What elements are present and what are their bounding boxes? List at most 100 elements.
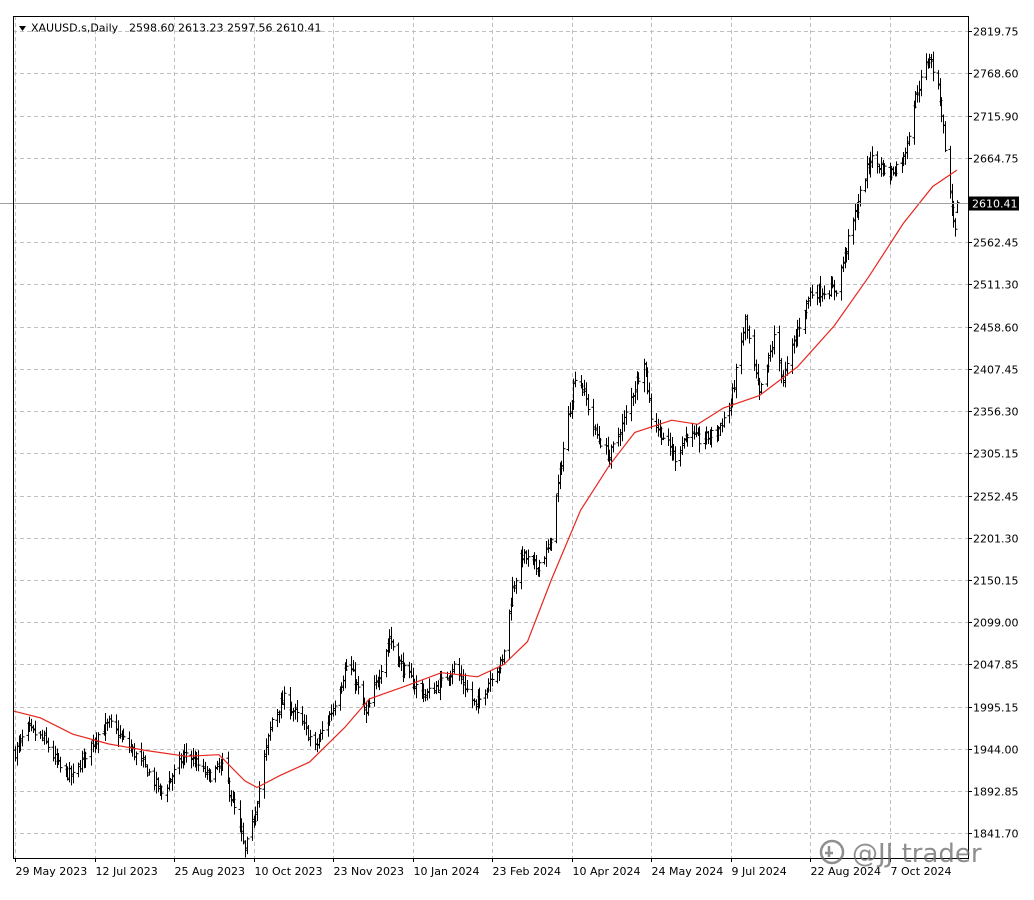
ohlc-bar: [83, 751, 88, 768]
y-tick-label-0: 2819.75: [973, 26, 1019, 39]
ohlc-bar: [245, 836, 250, 855]
zhihu-logo-icon: [819, 839, 845, 865]
ohlc-bar: [96, 732, 101, 754]
ohlc-bar: [514, 577, 519, 594]
ohlc-bar: [391, 639, 396, 651]
ohlc-bar: [308, 729, 313, 747]
y-tick-label-10: 2305.15: [973, 448, 1019, 461]
ohlc-bar: [452, 660, 457, 674]
ohlc-bar: [624, 405, 629, 425]
plot-frame: [13, 16, 969, 859]
ohlc-bar: [282, 686, 287, 710]
ohlc-bar: [344, 658, 349, 671]
x-tick-label-6: 23 Feb 2024: [493, 865, 561, 878]
ohlc-bar: [785, 356, 790, 376]
ohlc-bar: [797, 317, 802, 337]
y-tick-label-7: 2458.60: [973, 322, 1019, 335]
y-tick-label-11: 2252.45: [973, 491, 1019, 504]
x-tick-label-1: 12 Jul 2023: [96, 865, 158, 878]
ohlc-bar: [502, 649, 507, 665]
y-tick-label-6: 2511.30: [973, 279, 1019, 292]
ohlc-bar: [356, 675, 361, 695]
ohlc-bar: [919, 69, 924, 97]
y-tick-label-19: 1841.70: [973, 828, 1019, 841]
ohlc-bar: [427, 678, 432, 699]
triangle-down-icon[interactable]: [19, 26, 26, 31]
ohlc-bar: [549, 537, 554, 551]
ohlc-bar: [33, 720, 38, 742]
y-tick-label-8: 2407.45: [973, 364, 1019, 377]
ohlc-bar: [270, 717, 275, 732]
ohlc-bar: [953, 218, 958, 237]
ohlc-bar: [58, 756, 63, 773]
ohlc-bar: [943, 121, 948, 153]
ohlc-bar: [414, 675, 419, 699]
ohlc-bar: [477, 687, 482, 709]
ohlc-bar: [747, 325, 752, 344]
ohlc-bar: [586, 394, 591, 416]
last-price-box: [969, 196, 1019, 211]
ohlc-bar: [439, 670, 444, 688]
ohlc-bar: [875, 151, 880, 174]
y-tick-label-5: 2562.45: [973, 237, 1019, 250]
ohlc-bar: [573, 371, 578, 388]
ohlc-bar: [71, 763, 76, 784]
ohlc-bar: [822, 285, 827, 300]
ohlc-bar: [661, 432, 666, 441]
ohlc-bar: [320, 721, 325, 740]
ohlc-bar: [772, 325, 777, 355]
ohlc-bar: [882, 163, 887, 176]
ohlc-bar: [402, 662, 407, 679]
x-tick-label-5: 10 Jan 2024: [414, 865, 480, 878]
ohlc-bar: [598, 437, 603, 449]
time-axis: 29 May 2023 12 Jul 2023 25 Aug 2023 10 Oct …: [15, 858, 952, 878]
ohlc-bar: [20, 729, 25, 747]
x-tick-label-3: 10 Oct 2023: [255, 865, 323, 878]
ohlc-bar: [894, 161, 899, 177]
ohlc-bar: [184, 743, 189, 763]
ohlc-bar: [561, 441, 566, 472]
y-tick-label-1: 2768.60: [973, 68, 1019, 81]
symbol-label: XAUUSD.s,Daily: [31, 22, 119, 35]
ohlc-bar: [159, 785, 164, 800]
y-tick-label-2: 2715.90: [973, 111, 1019, 124]
ohlc-bar: [834, 290, 839, 297]
x-tick-label-7: 10 Apr 2024: [573, 865, 641, 878]
ohlc-bar: [232, 791, 237, 815]
price-axis: 2819.75 2768.60 2715.90 2664.75 2562.45 2511.…: [968, 26, 1019, 841]
ohlc-bar: [121, 728, 126, 740]
ohlc-bar: [907, 132, 912, 146]
ohlc-bar: [931, 51, 936, 82]
x-tick-label-2: 25 Aug 2023: [175, 865, 245, 878]
y-tick-label-16: 1995.15: [973, 702, 1019, 715]
x-tick-label-8: 24 May 2024: [652, 865, 724, 878]
ohlc-bar: [379, 664, 384, 684]
x-tick-label-4: 23 Nov 2023: [334, 865, 404, 878]
ohlc-bar: [685, 433, 690, 447]
x-tick-label-0: 29 May 2023: [16, 865, 88, 878]
y-tick-label-9: 2356.30: [973, 406, 1019, 419]
x-tick-label-10: 22 Aug 2024: [811, 865, 881, 878]
y-tick-label-18: 1892.85: [973, 786, 1019, 799]
y-tick-label-14: 2099.00: [973, 617, 1019, 630]
ohlc-bar: [734, 363, 739, 399]
ohlc-bar: [537, 559, 542, 578]
x-tick-label-9: 9 Jul 2024: [732, 865, 787, 878]
ohlc-bar: [673, 446, 678, 472]
ohlc-bar: [109, 714, 114, 728]
x-tick-label-11: 7 Oct 2024: [891, 865, 952, 878]
y-tick-label-17: 1944.00: [973, 744, 1019, 757]
ohlc-bar: [196, 750, 201, 772]
ohlc-bar: [526, 549, 531, 567]
ohlc-bar: [257, 781, 262, 808]
ohlc-bar: [759, 382, 764, 395]
ohlc-bar: [870, 146, 875, 169]
ohlc-bar: [649, 393, 654, 429]
ohlc-bar: [147, 768, 152, 776]
chart-header[interactable]: XAUUSD.s,Daily 2598.60 2613.23 2597.56 2…: [19, 22, 321, 35]
ohlc-bar: [172, 764, 177, 785]
ohlc-bar: [810, 284, 815, 299]
ohlc-bar: [611, 441, 616, 453]
ohlc-bar: [955, 200, 960, 214]
